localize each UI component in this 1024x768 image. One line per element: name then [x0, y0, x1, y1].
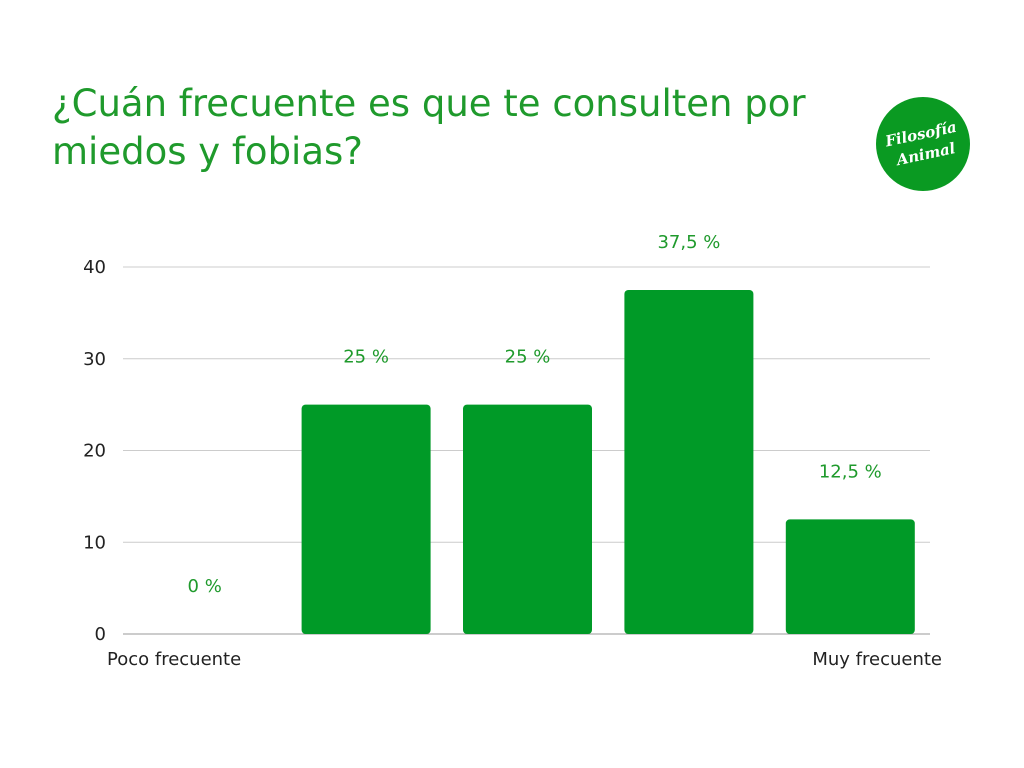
data-labels: 0 % 25 % 25 % 37,5 % 12,5 %	[188, 232, 882, 597]
bar	[463, 404, 592, 634]
y-axis-ticks: 0 10 20 30 40	[83, 257, 106, 645]
bar	[301, 404, 431, 634]
bar	[785, 519, 915, 634]
data-label: 25 %	[343, 347, 389, 368]
data-label: 0 %	[188, 576, 222, 597]
bar	[624, 289, 754, 634]
chart-title: ¿Cuán frecuente es que te consulten por …	[52, 82, 806, 173]
y-tick-label: 10	[83, 532, 106, 553]
data-label: 25 %	[505, 347, 551, 368]
x-axis-label-left: Poco frecuente	[107, 649, 241, 670]
filosofia-animal-logo-icon: Filosofía Animal	[876, 97, 970, 191]
y-tick-label: 20	[83, 441, 106, 462]
bars	[301, 289, 915, 634]
data-label: 37,5 %	[657, 232, 720, 253]
y-tick-label: 40	[83, 257, 106, 278]
y-tick-label: 30	[83, 349, 106, 370]
data-label: 12,5 %	[819, 461, 882, 482]
x-axis-label-right: Muy frecuente	[812, 649, 942, 670]
y-tick-label: 0	[95, 624, 106, 645]
